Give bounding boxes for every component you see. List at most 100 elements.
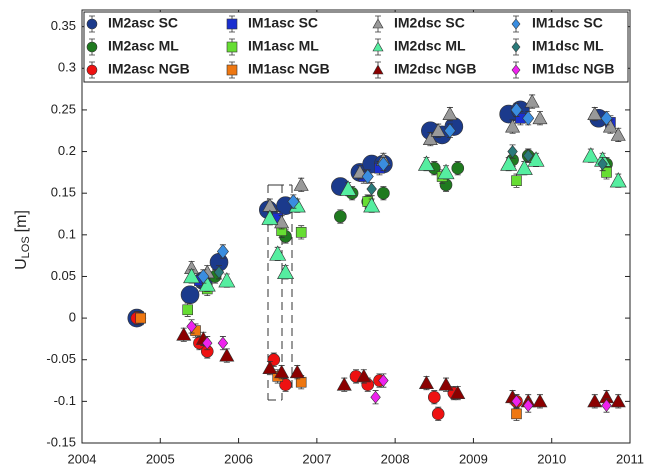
legend-marker [86, 18, 98, 30]
point [500, 155, 518, 171]
point [510, 102, 523, 118]
point [277, 263, 295, 279]
point [334, 210, 347, 223]
point [186, 319, 197, 333]
point [356, 368, 372, 383]
legend-label: IM1dsc NGB [532, 61, 614, 77]
legend-label: IM1dsc SC [532, 15, 603, 31]
point [217, 336, 229, 350]
point [219, 347, 235, 362]
legend-marker [86, 64, 98, 76]
point [438, 377, 454, 391]
point [597, 157, 608, 171]
point [532, 110, 548, 125]
legend-marker [226, 18, 238, 30]
x-tick-label: 2011 [616, 451, 644, 466]
legend-marker [226, 64, 238, 76]
legend-marker [511, 18, 521, 30]
point [274, 364, 290, 379]
point [523, 399, 534, 413]
point [361, 169, 374, 185]
point [182, 304, 193, 316]
point [505, 118, 521, 133]
point [442, 106, 458, 120]
legend-marker [511, 41, 521, 53]
point [524, 93, 540, 108]
legend-marker [372, 64, 384, 75]
point [527, 151, 545, 167]
legend-label: IM1asc SC [248, 15, 318, 31]
highlight-box [267, 184, 293, 401]
point [377, 186, 390, 200]
y-tick-label: 0.05 [51, 268, 76, 283]
point [610, 127, 626, 141]
point [511, 175, 522, 187]
point [198, 276, 216, 292]
legend-marker [86, 41, 98, 53]
legend-marker [372, 18, 384, 29]
point [377, 156, 390, 172]
point [511, 394, 522, 408]
y-tick-label: -0.15 [46, 434, 76, 449]
point [451, 161, 465, 175]
point [587, 393, 603, 408]
point [422, 131, 438, 145]
point [378, 374, 389, 388]
y-tick-label: 0.3 [58, 60, 76, 75]
point [295, 227, 307, 238]
legend-label: IM2asc ML [108, 38, 179, 54]
point [279, 378, 292, 392]
point [213, 265, 225, 279]
point [532, 393, 548, 408]
point [289, 364, 305, 379]
y-label-main: U [13, 258, 30, 270]
point [609, 172, 627, 188]
point [197, 268, 210, 284]
y-tick-label: -0.1 [54, 393, 76, 408]
y-tick-label: 0.2 [58, 143, 76, 158]
x-tick-label: 2008 [381, 451, 410, 466]
point [523, 149, 534, 163]
x-tick-label: 2006 [224, 451, 253, 466]
point [336, 377, 352, 391]
point [262, 360, 278, 374]
point [216, 244, 229, 259]
point [293, 177, 309, 191]
legend-label: IM1asc NGB [248, 61, 330, 77]
point [183, 267, 201, 284]
point [601, 399, 612, 413]
x-tick-label: 2009 [459, 451, 488, 466]
legend-label: IM2dsc NGB [394, 61, 476, 77]
y-axis-label: ULOS [m] [13, 210, 32, 270]
x-tick-label: 2010 [537, 451, 566, 466]
point [430, 123, 446, 137]
point [180, 285, 200, 305]
point [450, 385, 466, 399]
legend-label: IM2dsc SC [394, 15, 465, 31]
legend-marker [372, 41, 384, 52]
point [587, 106, 603, 120]
y-tick-label: 0.25 [51, 101, 76, 116]
point [601, 167, 612, 178]
point [261, 209, 279, 225]
legend-label: IM1asc ML [248, 38, 319, 54]
legend-marker [511, 64, 521, 76]
y-tick-label: 0 [69, 310, 76, 325]
y-tick-label: 0.35 [51, 18, 76, 33]
point [437, 163, 455, 180]
point [610, 393, 626, 408]
y-tick-label: 0.15 [51, 185, 76, 200]
point [522, 110, 535, 126]
point [418, 375, 434, 389]
point [602, 118, 618, 133]
legend-marker [226, 41, 238, 53]
point [202, 336, 213, 350]
legend-label: IM2dsc ML [394, 38, 466, 54]
point [218, 272, 236, 288]
point [269, 245, 287, 261]
y-tick-label: -0.05 [46, 351, 76, 366]
point [582, 147, 600, 163]
point [443, 123, 456, 139]
legend-label: IM2asc NGB [108, 61, 190, 77]
